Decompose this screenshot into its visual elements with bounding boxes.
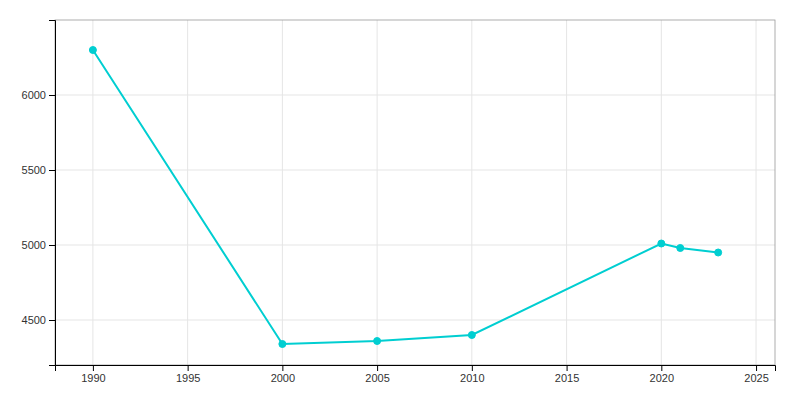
point [468, 332, 475, 339]
x-tick-mark [188, 365, 189, 371]
plot-frame [55, 20, 775, 365]
x-tick: 2005 [365, 365, 389, 384]
x-tick-label: 2005 [365, 372, 389, 384]
x-grid-line [566, 20, 567, 365]
x-grid-line [756, 20, 757, 365]
y-grid-line [55, 170, 775, 171]
x-grid-line [92, 20, 93, 365]
y-axis-line [49, 21, 56, 366]
y-tick: 5500 [22, 164, 55, 176]
x-grid-line [471, 20, 472, 365]
x-grid-line [661, 20, 662, 365]
point [374, 338, 381, 345]
point [677, 245, 684, 252]
y-tick-mark [49, 95, 55, 96]
y-grid-line [55, 95, 775, 96]
x-tick: 2020 [650, 365, 674, 384]
x-tick: 2025 [744, 365, 768, 384]
x-tick-label: 1990 [81, 372, 105, 384]
series [89, 47, 721, 348]
x-tick-label: 2015 [555, 372, 579, 384]
x-tick-mark [93, 365, 94, 371]
y-tick: 5000 [22, 239, 55, 251]
y-tick-mark [49, 320, 55, 321]
x-tick: 1990 [81, 365, 105, 384]
point [279, 341, 286, 348]
y-tick-label: 4500 [22, 314, 46, 326]
y-tick-mark [49, 245, 55, 246]
x-tick-label: 2020 [650, 372, 674, 384]
x-tick-label: 2025 [744, 372, 768, 384]
x-tick-label: 1995 [176, 372, 200, 384]
y-tick: 4500 [22, 314, 55, 326]
x-axis-line [56, 366, 776, 372]
x-grid-line [187, 20, 188, 365]
y-tick-label: 6000 [22, 89, 46, 101]
x-tick-label: 2010 [460, 372, 484, 384]
x-grid-line [282, 20, 283, 365]
x-tick-mark [661, 365, 662, 371]
x-tick-mark [377, 365, 378, 371]
x-grid-line [377, 20, 378, 365]
y-tick: 6000 [22, 89, 55, 101]
x-axis: 1990 1995 2000 2005 2010 2015 2020 2025 [56, 365, 776, 384]
x-tick-mark [282, 365, 283, 371]
chart: 1990 1995 2000 2005 2010 2015 2020 2025 4500 5000… [0, 0, 800, 400]
y-tick-mark [49, 170, 55, 171]
x-tick-mark [756, 365, 757, 371]
x-tick-mark [472, 365, 473, 371]
point [89, 47, 96, 54]
x-tick: 2000 [271, 365, 295, 384]
y-grid-line [55, 320, 775, 321]
point [715, 249, 722, 256]
point [658, 240, 665, 247]
plot-area: 1990 1995 2000 2005 2010 2015 2020 2025 4500 5000… [22, 20, 776, 384]
y-axis: 4500 5000 5500 6000 [22, 21, 56, 366]
y-tick-label: 5000 [22, 239, 46, 251]
y-tick-label: 5500 [22, 164, 46, 176]
x-tick: 2015 [555, 365, 579, 384]
grid [55, 20, 775, 365]
x-tick: 1995 [176, 365, 200, 384]
line [93, 50, 718, 344]
x-tick-mark [567, 365, 568, 371]
x-tick-label: 2000 [271, 372, 295, 384]
x-tick: 2010 [460, 365, 484, 384]
